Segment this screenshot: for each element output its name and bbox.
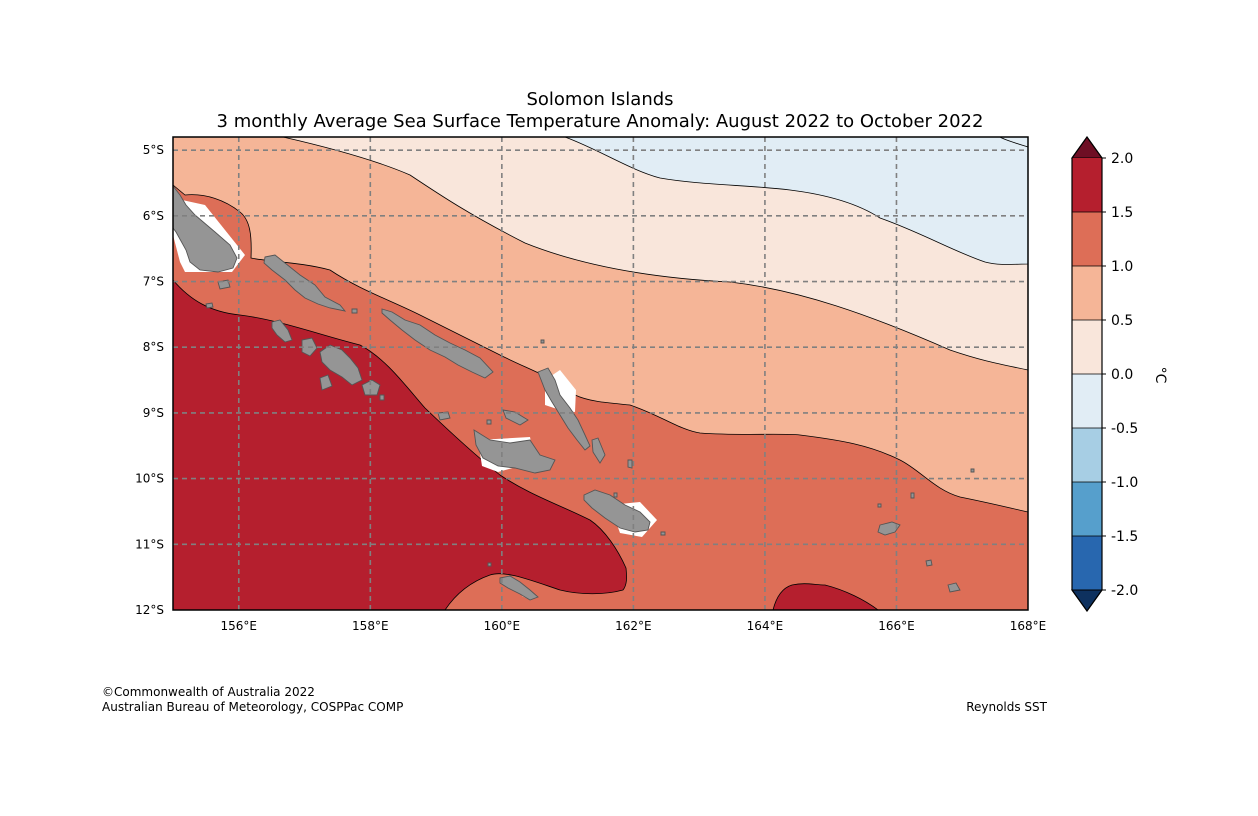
colorbar-label: 1.5	[1111, 205, 1133, 221]
colorbar-1-5-2-0	[1072, 158, 1102, 212]
choiseul-island	[263, 254, 347, 312]
sikaiana	[627, 459, 633, 469]
guadalcanal-island	[473, 429, 556, 474]
colorbar-over-triangle	[1071, 136, 1103, 159]
colorbar-m2-0-m1-5	[1072, 536, 1102, 590]
small-island-2	[486, 419, 492, 425]
small-island-1	[351, 308, 358, 314]
copyright-text: ©Commonwealth of Australia 2022	[102, 685, 315, 699]
colorbar-0-0-0-5	[1072, 320, 1102, 374]
colorbar-0-5-1-0	[1072, 266, 1102, 320]
small-island-6	[379, 394, 385, 401]
small-island-3	[613, 492, 618, 498]
lat-tick-label: 7°S	[143, 275, 164, 289]
map-frame	[172, 136, 1029, 611]
land-islands	[173, 185, 975, 601]
santa-cruz-island	[877, 521, 901, 536]
colorbar: 2.0 1.5 1.0 0.5 0.0 -0.5 -1.0 -1.5 -2.0 °C	[1071, 135, 1168, 613]
small-island-8	[877, 503, 882, 508]
map-subtitle: 3 monthly Average Sea Surface Temperatur…	[217, 111, 984, 132]
shortland-islands	[205, 302, 214, 309]
colorbar-label: -1.5	[1111, 529, 1138, 545]
colorbar-m1-0-m0-5	[1072, 428, 1102, 482]
band-m0-5-to-0-0	[564, 137, 1028, 265]
colorbar-separators	[1072, 211, 1102, 537]
data-source-text: Reynolds SST	[966, 700, 1047, 714]
small-island-9	[487, 562, 492, 567]
colorbar-label: 1.0	[1111, 259, 1133, 275]
colorbar-unit: °C	[1152, 367, 1168, 384]
santa-isabel-island	[381, 308, 494, 379]
makira-island	[583, 489, 651, 533]
utupua-island	[925, 559, 933, 567]
colorbar-label: -1.0	[1111, 475, 1138, 491]
vanikoro-island	[947, 582, 961, 593]
bougainville-island	[173, 185, 238, 273]
agency-text: Australian Bureau of Meteorology, COSPPa…	[102, 700, 403, 714]
new-georgia-main	[319, 344, 363, 386]
graticule	[173, 137, 1028, 610]
small-island-4	[910, 492, 915, 499]
colorbar-labels: 2.0 1.5 1.0 0.5 0.0 -0.5 -1.0 -1.5 -2.0	[1102, 151, 1138, 599]
lat-tick-label: 8°S	[143, 340, 164, 354]
lat-tick-label: 10°S	[135, 472, 164, 486]
lat-tick-label: 9°S	[143, 406, 164, 420]
longitude-axis: 156°E 158°E 160°E 162°E 164°E 166°E 168°E	[221, 619, 1047, 633]
lon-tick-label: 162°E	[615, 619, 652, 633]
small-island-7	[660, 531, 666, 536]
colorbar-m0-5-0-0	[1072, 374, 1102, 428]
florida-islands	[502, 409, 529, 426]
rennell-island	[499, 575, 539, 601]
lat-tick-label: 6°S	[143, 209, 164, 223]
lat-tick-label: 11°S	[135, 537, 164, 551]
colorbar-label: -2.0	[1111, 583, 1138, 599]
band-m0-5-corner	[999, 137, 1028, 148]
map-title: Solomon Islands	[526, 89, 673, 110]
rendova-island	[319, 374, 333, 391]
colorbar-m1-5-m1-0	[1072, 482, 1102, 536]
colorbar-label: 0.5	[1111, 313, 1133, 329]
colorbar-label: -0.5	[1111, 421, 1138, 437]
lon-tick-label: 164°E	[747, 619, 784, 633]
colorbar-1-0-1-5	[1072, 212, 1102, 266]
band-1-5-to-2-0-south	[772, 583, 879, 610]
colorbar-label: 0.0	[1111, 367, 1133, 383]
band-1-5-to-2-0	[173, 279, 627, 610]
lon-tick-label: 156°E	[221, 619, 258, 633]
malaita-island	[537, 367, 591, 451]
lat-tick-label: 12°S	[135, 603, 164, 617]
colorbar-under-triangle	[1071, 589, 1103, 612]
lon-tick-label: 160°E	[484, 619, 521, 633]
new-georgia-island	[271, 319, 293, 343]
colorbar-label: 2.0	[1111, 151, 1133, 167]
latitude-axis: 5°S 6°S 7°S 8°S 9°S 10°S 11°S 12°S	[135, 143, 164, 617]
small-island-5	[970, 468, 975, 473]
lon-tick-label: 158°E	[352, 619, 389, 633]
ontong-java	[540, 339, 545, 344]
lon-tick-label: 168°E	[1010, 619, 1047, 633]
lon-tick-label: 166°E	[878, 619, 915, 633]
map-area[interactable]	[173, 137, 1028, 610]
lat-tick-label: 5°S	[143, 143, 164, 157]
small-malaita	[591, 437, 606, 464]
